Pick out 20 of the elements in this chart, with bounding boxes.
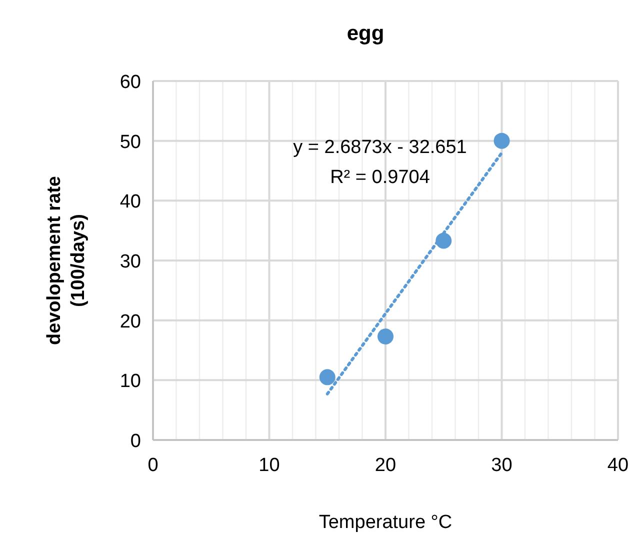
y-tick-label: 40 — [120, 192, 141, 213]
y-tick-label: 30 — [120, 252, 141, 272]
y-axis-title: devolopement rate (100/days) — [44, 176, 89, 345]
annotation: y = 2.6873x - 32.651 — [293, 137, 467, 158]
x-tick-label: 30 — [491, 455, 512, 476]
point — [494, 132, 510, 149]
annotation: R² = 0.9704 — [330, 167, 430, 188]
point — [319, 369, 336, 386]
x-tick-label: 40 — [607, 455, 629, 476]
x-tick-label: 10 — [258, 455, 280, 476]
point — [378, 328, 394, 344]
y-tick-label: 60 — [120, 72, 141, 93]
y-tick-label: 20 — [120, 311, 141, 332]
chart-title: egg — [346, 22, 384, 45]
y-tick-label: 0 — [130, 431, 141, 452]
x-axis-title: Temperature °C — [318, 512, 452, 533]
x-tick-label: 0 — [148, 455, 158, 476]
x-tick-label: 20 — [374, 455, 396, 476]
y-tick-label: 10 — [120, 371, 141, 392]
y-tick-label: 50 — [120, 132, 141, 153]
